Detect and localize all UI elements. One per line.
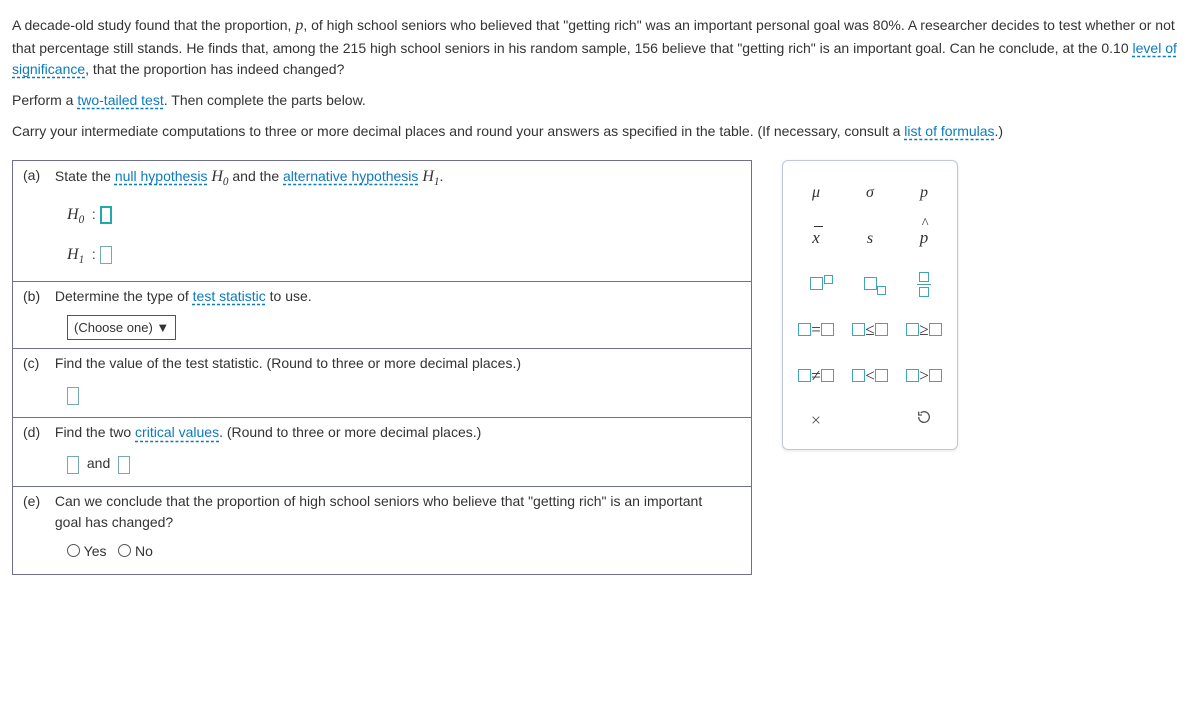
h0-input[interactable] [100, 206, 112, 224]
test-statistic-select[interactable]: (Choose one) ▼ [67, 315, 176, 341]
problem-paragraph-2: Perform a two-tailed test. Then complete… [12, 90, 1188, 111]
val-alpha: 0.10 [1101, 40, 1128, 56]
txt: . (Round to three or more decimal places… [219, 424, 481, 440]
palette-ge[interactable]: ≥ [897, 307, 951, 353]
part-a-cell: (a) State the null hypothesis H0 and the… [13, 161, 752, 282]
h1-label: H1 [67, 246, 84, 263]
problem-paragraph-1: A decade-old study found that the propor… [12, 14, 1188, 80]
txt: State the [55, 168, 115, 184]
problem-paragraph-3: Carry your intermediate computations to … [12, 121, 1188, 142]
txt: . [439, 168, 443, 184]
two-tailed-test-link[interactable]: two-tailed test [77, 92, 163, 108]
part-c-cell: (c) Find the value of the test statistic… [13, 349, 752, 418]
critical-values-link[interactable]: critical values [135, 424, 219, 440]
part-e-text: Can we conclude that the proportion of h… [55, 491, 725, 533]
palette-sigma[interactable]: σ [843, 169, 897, 215]
alternative-hypothesis-link[interactable]: alternative hypothesis [283, 168, 418, 184]
yes-no-row: Yes No [67, 541, 741, 562]
val-x: 156 [635, 40, 658, 56]
val-n: 215 [343, 40, 366, 56]
txt: believe that "getting rich" is an import… [658, 40, 1101, 56]
part-d-text: Find the two critical values. (Round to … [55, 424, 481, 440]
close-icon: × [811, 410, 821, 430]
txt: to use. [266, 288, 312, 304]
null-hypothesis-link[interactable]: null hypothesis [115, 168, 208, 184]
txt: , that the proportion has indeed changed… [85, 61, 344, 77]
reset-icon [916, 409, 932, 425]
h1-row: H1 : [67, 243, 741, 269]
critical-values-row: and [67, 453, 741, 474]
part-d-cell: (d) Find the two critical values. (Round… [13, 418, 752, 487]
yes-label: Yes [84, 543, 107, 559]
and-text: and [87, 455, 110, 471]
palette-p[interactable]: p [897, 169, 951, 215]
txt: high school seniors in his random sample… [366, 40, 634, 56]
crit-val-2-input[interactable] [118, 456, 130, 474]
txt: A decade-old study found that the propor… [12, 17, 295, 33]
part-b-cell: (b) Determine the type of test statistic… [13, 281, 752, 349]
palette-s[interactable]: s [843, 215, 897, 261]
h1-input[interactable] [100, 246, 112, 264]
part-d-label: (d) [23, 422, 51, 443]
palette-subscript[interactable] [843, 261, 897, 307]
part-e-label: (e) [23, 491, 51, 512]
palette-reset[interactable] [897, 399, 951, 441]
work-area: (a) State the null hypothesis H0 and the… [12, 152, 1188, 575]
txt: , of high school seniors who believed th… [303, 17, 872, 33]
part-c-label: (c) [23, 353, 51, 374]
h0-label: H0 [67, 206, 84, 223]
palette-clear[interactable]: × [789, 399, 843, 441]
test-statistic-link[interactable]: test statistic [193, 288, 266, 304]
palette-ne[interactable]: ≠ [789, 353, 843, 399]
part-a-text: State the null hypothesis H0 and the alt… [55, 168, 443, 184]
part-b-label: (b) [23, 286, 51, 307]
val-80pct: 80% [873, 17, 901, 33]
list-of-formulas-link[interactable]: list of formulas [904, 123, 994, 139]
test-stat-input[interactable] [67, 387, 79, 405]
palette-equals[interactable]: = [789, 307, 843, 353]
palette-le[interactable]: ≤ [843, 307, 897, 353]
palette-phat[interactable]: p [897, 215, 951, 261]
palette-fraction[interactable] [897, 261, 951, 307]
txt: . Then complete the parts below. [164, 92, 366, 108]
txt: Carry your intermediate computations to … [12, 123, 904, 139]
crit-val-1-input[interactable] [67, 456, 79, 474]
part-b-text: Determine the type of test statistic to … [55, 288, 312, 304]
palette-xbar[interactable]: x [789, 215, 843, 261]
txt: and the [232, 168, 283, 184]
palette-mu[interactable]: μ [789, 169, 843, 215]
symbol-palette: μ σ p x s p = ≤ ≥ ≠ < > [782, 160, 958, 450]
no-radio[interactable] [118, 544, 131, 557]
palette-lt[interactable]: < [843, 353, 897, 399]
txt: .) [995, 123, 1004, 139]
yes-radio[interactable] [67, 544, 80, 557]
txt: Find the two [55, 424, 135, 440]
palette-power[interactable] [789, 261, 843, 307]
part-a-label: (a) [23, 165, 51, 186]
no-label: No [135, 543, 153, 559]
h1-symbol: H1 [422, 168, 439, 185]
parts-table: (a) State the null hypothesis H0 and the… [12, 160, 752, 575]
palette-gt[interactable]: > [897, 353, 951, 399]
h0-symbol: H0 [211, 168, 228, 185]
part-e-cell: (e) Can we conclude that the proportion … [13, 487, 752, 575]
txt: Perform a [12, 92, 77, 108]
h0-row: H0 : [67, 203, 741, 229]
part-c-text: Find the value of the test statistic. (R… [55, 355, 521, 371]
txt: Determine the type of [55, 288, 193, 304]
